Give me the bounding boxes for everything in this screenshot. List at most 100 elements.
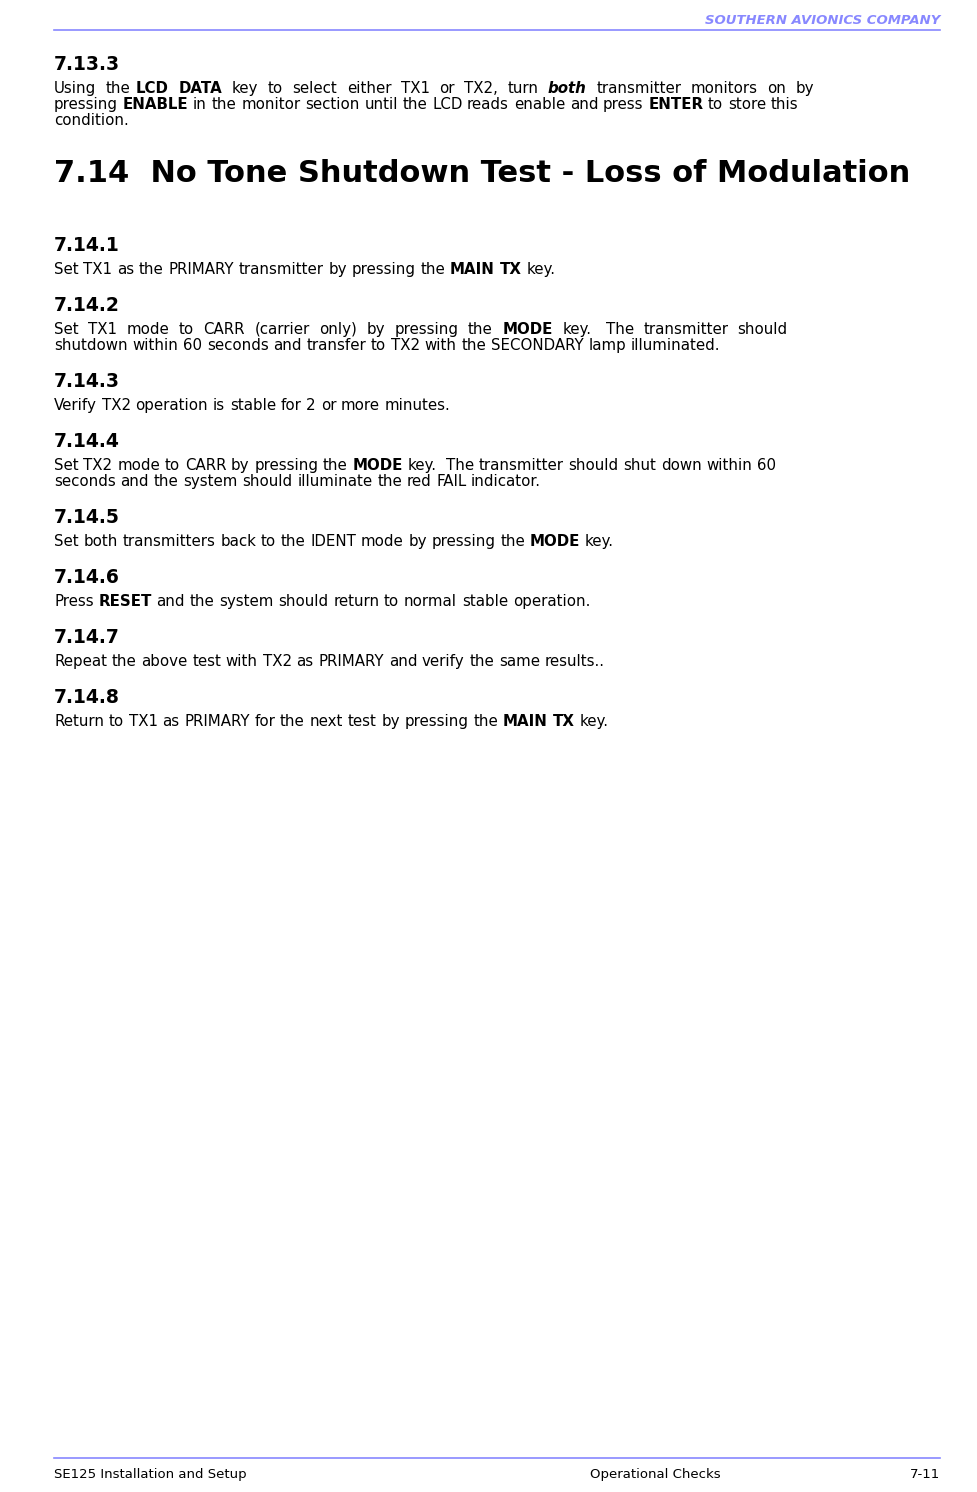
Text: PRIMARY: PRIMARY [185, 715, 250, 730]
Text: the: the [280, 715, 305, 730]
Text: for: for [280, 398, 302, 413]
Text: transmitter: transmitter [479, 458, 564, 473]
Text: pressing: pressing [254, 458, 319, 473]
Text: normal: normal [404, 594, 457, 609]
Text: both: both [83, 534, 118, 549]
Text: or: or [320, 398, 336, 413]
Text: Using: Using [54, 81, 97, 95]
Text: key.: key. [579, 715, 609, 730]
Text: MAIN: MAIN [450, 263, 495, 278]
Text: operation: operation [136, 398, 208, 413]
Text: turn: turn [507, 81, 538, 95]
Text: PRIMARY: PRIMARY [319, 653, 384, 668]
Text: reads: reads [467, 97, 509, 112]
Text: test: test [348, 715, 376, 730]
Text: MODE: MODE [530, 534, 580, 549]
Text: stable: stable [462, 594, 508, 609]
Text: CARR: CARR [185, 458, 226, 473]
Text: the: the [106, 81, 131, 95]
Text: mode: mode [117, 458, 160, 473]
Text: 7-11: 7-11 [910, 1468, 940, 1482]
Text: seconds: seconds [207, 339, 269, 354]
Text: TX1: TX1 [401, 81, 430, 95]
Text: monitors: monitors [691, 81, 758, 95]
Text: SOUTHERN AVIONICS COMPANY: SOUTHERN AVIONICS COMPANY [704, 13, 940, 27]
Text: transmitter: transmitter [643, 322, 728, 337]
Text: TX1: TX1 [88, 322, 117, 337]
Text: should: should [278, 594, 328, 609]
Text: for: for [254, 715, 276, 730]
Text: is: is [213, 398, 225, 413]
Text: select: select [292, 81, 337, 95]
Text: IDENT: IDENT [310, 534, 356, 549]
Text: TX1: TX1 [83, 263, 112, 278]
Text: return: return [333, 594, 379, 609]
Text: 7.13.3: 7.13.3 [54, 55, 120, 75]
Text: FAIL: FAIL [436, 474, 466, 489]
Text: lamp: lamp [588, 339, 626, 354]
Text: to: to [708, 97, 723, 112]
Text: mode: mode [127, 322, 169, 337]
Text: by: by [231, 458, 249, 473]
Text: system: system [219, 594, 274, 609]
Text: 2: 2 [306, 398, 316, 413]
Text: enable: enable [514, 97, 565, 112]
Text: 7.14.1: 7.14.1 [54, 236, 120, 255]
Text: the: the [469, 653, 494, 668]
Text: TX1: TX1 [129, 715, 157, 730]
Text: The: The [446, 458, 474, 473]
Text: LCD: LCD [135, 81, 168, 95]
Text: the: the [212, 97, 236, 112]
Text: mode: mode [361, 534, 404, 549]
Text: to: to [179, 322, 194, 337]
Text: above: above [142, 653, 188, 668]
Text: back: back [220, 534, 256, 549]
Text: to: to [165, 458, 180, 473]
Text: TX2: TX2 [263, 653, 292, 668]
Text: TX: TX [553, 715, 575, 730]
Text: Operational Checks: Operational Checks [590, 1468, 721, 1482]
Text: to: to [261, 534, 276, 549]
Text: or: or [439, 81, 454, 95]
Text: TX2: TX2 [102, 398, 131, 413]
Text: down: down [661, 458, 701, 473]
Text: and: and [389, 653, 417, 668]
Text: LCD: LCD [432, 97, 462, 112]
Text: the: the [153, 474, 179, 489]
Text: the: the [139, 263, 164, 278]
Text: 60: 60 [757, 458, 777, 473]
Text: and: and [274, 339, 302, 354]
Text: the: the [461, 339, 487, 354]
Text: SECONDARY: SECONDARY [491, 339, 583, 354]
Text: Press: Press [54, 594, 94, 609]
Text: MODE: MODE [502, 322, 553, 337]
Text: key: key [232, 81, 258, 95]
Text: pressing: pressing [54, 97, 118, 112]
Text: key.: key. [562, 322, 591, 337]
Text: by: by [328, 263, 347, 278]
Text: key.: key. [585, 534, 614, 549]
Text: 7.14.4: 7.14.4 [54, 433, 120, 451]
Text: with: with [226, 653, 258, 668]
Text: the: the [468, 322, 492, 337]
Text: indicator.: indicator. [471, 474, 541, 489]
Text: stable: stable [230, 398, 276, 413]
Text: 7.14.5: 7.14.5 [54, 507, 120, 527]
Text: should: should [738, 322, 787, 337]
Text: CARR: CARR [203, 322, 245, 337]
Text: MODE: MODE [353, 458, 403, 473]
Text: only): only) [319, 322, 358, 337]
Text: by: by [366, 322, 385, 337]
Text: should: should [569, 458, 618, 473]
Text: the: the [190, 594, 215, 609]
Text: as: as [162, 715, 180, 730]
Text: Set: Set [54, 534, 78, 549]
Text: by: by [408, 534, 427, 549]
Text: shut: shut [623, 458, 657, 473]
Text: seconds: seconds [54, 474, 115, 489]
Text: to: to [108, 715, 124, 730]
Text: 7.14  No Tone Shutdown Test - Loss of Modulation: 7.14 No Tone Shutdown Test - Loss of Mod… [54, 160, 911, 188]
Text: condition.: condition. [54, 113, 129, 128]
Text: should: should [242, 474, 292, 489]
Text: Return: Return [54, 715, 104, 730]
